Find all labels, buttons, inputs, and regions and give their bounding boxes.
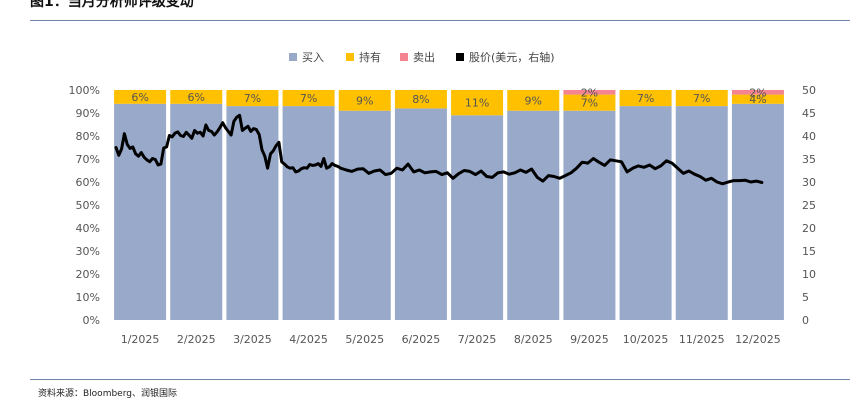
- left-tick-label: 10%: [76, 291, 100, 304]
- right-tick-label: 45: [802, 107, 816, 120]
- x-tick-label: 1/2025: [121, 333, 160, 346]
- right-tick-label: 30: [802, 176, 816, 189]
- bar-hold: [338, 90, 391, 111]
- right-tick-label: 25: [802, 199, 816, 212]
- hold-data-label: 6%: [188, 91, 205, 104]
- sell-data-label: 2%: [749, 86, 766, 99]
- left-tick-label: 0%: [83, 314, 100, 327]
- x-tick-label: 10/2025: [623, 333, 669, 346]
- sell-data-label: 2%: [581, 86, 598, 99]
- left-tick-label: 80%: [76, 130, 100, 143]
- bar-buy: [114, 103, 167, 320]
- bar-hold: [114, 90, 167, 104]
- hold-data-label: 7%: [637, 92, 654, 105]
- bar-hold: [282, 90, 335, 107]
- bar-hold: [507, 90, 560, 111]
- bar-buy: [563, 110, 616, 320]
- bar-hold: [619, 90, 672, 107]
- figure-title: 图1：当月分析师评级变动: [30, 0, 194, 10]
- x-tick-label: 3/2025: [233, 333, 272, 346]
- legend-hold-swatch: [346, 53, 354, 61]
- bars-group: [114, 90, 784, 321]
- right-tick-label: 35: [802, 153, 816, 166]
- right-tick-label: 10: [802, 268, 816, 281]
- x-tick-label: 4/2025: [289, 333, 328, 346]
- source-note: 资料来源：Bloomberg、润银国际: [38, 389, 177, 399]
- legend-buy-label: 买入: [302, 51, 324, 64]
- x-tick-label: 2/2025: [177, 333, 216, 346]
- hold-data-label: 7%: [244, 92, 261, 105]
- x-tick-label: 8/2025: [514, 333, 553, 346]
- left-tick-label: 100%: [69, 84, 100, 97]
- bar-hold: [675, 90, 728, 107]
- bar-sell: [731, 90, 784, 95]
- chart-legend: 买入 持有 卖出 股价(美元，右轴): [289, 50, 555, 64]
- bar-buy: [507, 110, 560, 320]
- x-tick-label: 9/2025: [570, 333, 609, 346]
- legend-hold-label: 持有: [359, 50, 381, 64]
- left-tick-label: 60%: [76, 176, 100, 189]
- hold-data-label: 7%: [300, 92, 317, 105]
- legend-sell-label: 卖出: [413, 50, 435, 64]
- x-tick-label: 7/2025: [458, 333, 497, 346]
- left-tick-label: 50%: [76, 199, 100, 212]
- left-y-axis: 0% 10% 20% 30% 40% 50% 60% 70% 80% 90% 100%: [69, 84, 100, 327]
- bar-sell: [563, 90, 616, 95]
- bottom-divider: [30, 379, 850, 380]
- bar-hold: [451, 90, 504, 116]
- hold-data-label: 9%: [356, 94, 373, 107]
- left-tick-label: 30%: [76, 245, 100, 258]
- bar-buy: [619, 106, 672, 320]
- left-tick-label: 70%: [76, 153, 100, 166]
- legend-buy-swatch: [289, 53, 297, 61]
- right-tick-label: 15: [802, 245, 816, 258]
- bar-hold: [563, 94, 616, 111]
- bar-buy: [675, 106, 728, 320]
- bar-buy: [338, 110, 391, 320]
- right-tick-label: 20: [802, 222, 816, 235]
- bar-labels-group: 6% 6% 7% 7% 9% 8% 11% 9% 7%2% 7% 7% 4%2%: [131, 86, 766, 109]
- hold-data-label: 9%: [525, 94, 542, 107]
- right-y-axis: 0 5 10 15 20 25 30 35 40 45 50: [802, 84, 816, 327]
- bar-buy: [731, 103, 784, 320]
- hold-data-label: 7%: [581, 97, 598, 110]
- right-tick-label: 0: [802, 314, 809, 327]
- hold-data-label: 7%: [693, 92, 710, 105]
- top-divider: [30, 20, 850, 21]
- right-tick-label: 50: [802, 84, 816, 97]
- right-tick-label: 40: [802, 130, 816, 143]
- hold-data-label: 11%: [465, 97, 489, 110]
- bar-buy: [451, 115, 504, 320]
- bar-buy: [170, 103, 223, 320]
- bar-buy: [226, 106, 279, 320]
- legend-price-label: 股价(美元，右轴): [469, 50, 555, 64]
- left-tick-label: 40%: [76, 222, 100, 235]
- legend-sell-swatch: [400, 53, 408, 61]
- hold-data-label: 4%: [749, 93, 766, 106]
- left-tick-label: 90%: [76, 107, 100, 120]
- hold-data-label: 8%: [412, 93, 429, 106]
- x-tick-label: 6/2025: [402, 333, 441, 346]
- x-tick-label: 5/2025: [345, 333, 384, 346]
- bar-buy: [282, 106, 335, 320]
- legend-price-swatch: [456, 53, 464, 61]
- price-line-group: [114, 113, 764, 186]
- x-axis: 1/2025 2/2025 3/2025 4/2025 5/2025 6/2025 7/20…: [121, 333, 781, 346]
- bar-buy: [394, 108, 447, 321]
- right-tick-label: 5: [802, 291, 809, 304]
- bar-hold: [170, 90, 223, 104]
- bar-hold: [394, 90, 447, 109]
- bar-hold: [226, 90, 279, 107]
- hold-data-label: 6%: [131, 91, 148, 104]
- x-tick-label: 11/2025: [679, 333, 725, 346]
- price-line: [114, 113, 764, 186]
- left-tick-label: 20%: [76, 268, 100, 281]
- x-tick-label: 12/2025: [735, 333, 781, 346]
- bar-hold: [731, 94, 784, 104]
